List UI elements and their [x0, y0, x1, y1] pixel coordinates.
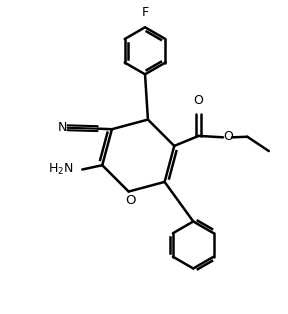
Text: O: O	[223, 130, 233, 143]
Text: H$_2$N: H$_2$N	[48, 162, 74, 177]
Text: O: O	[125, 194, 135, 207]
Text: F: F	[141, 6, 149, 19]
Text: O: O	[194, 94, 204, 107]
Text: N: N	[58, 121, 67, 134]
